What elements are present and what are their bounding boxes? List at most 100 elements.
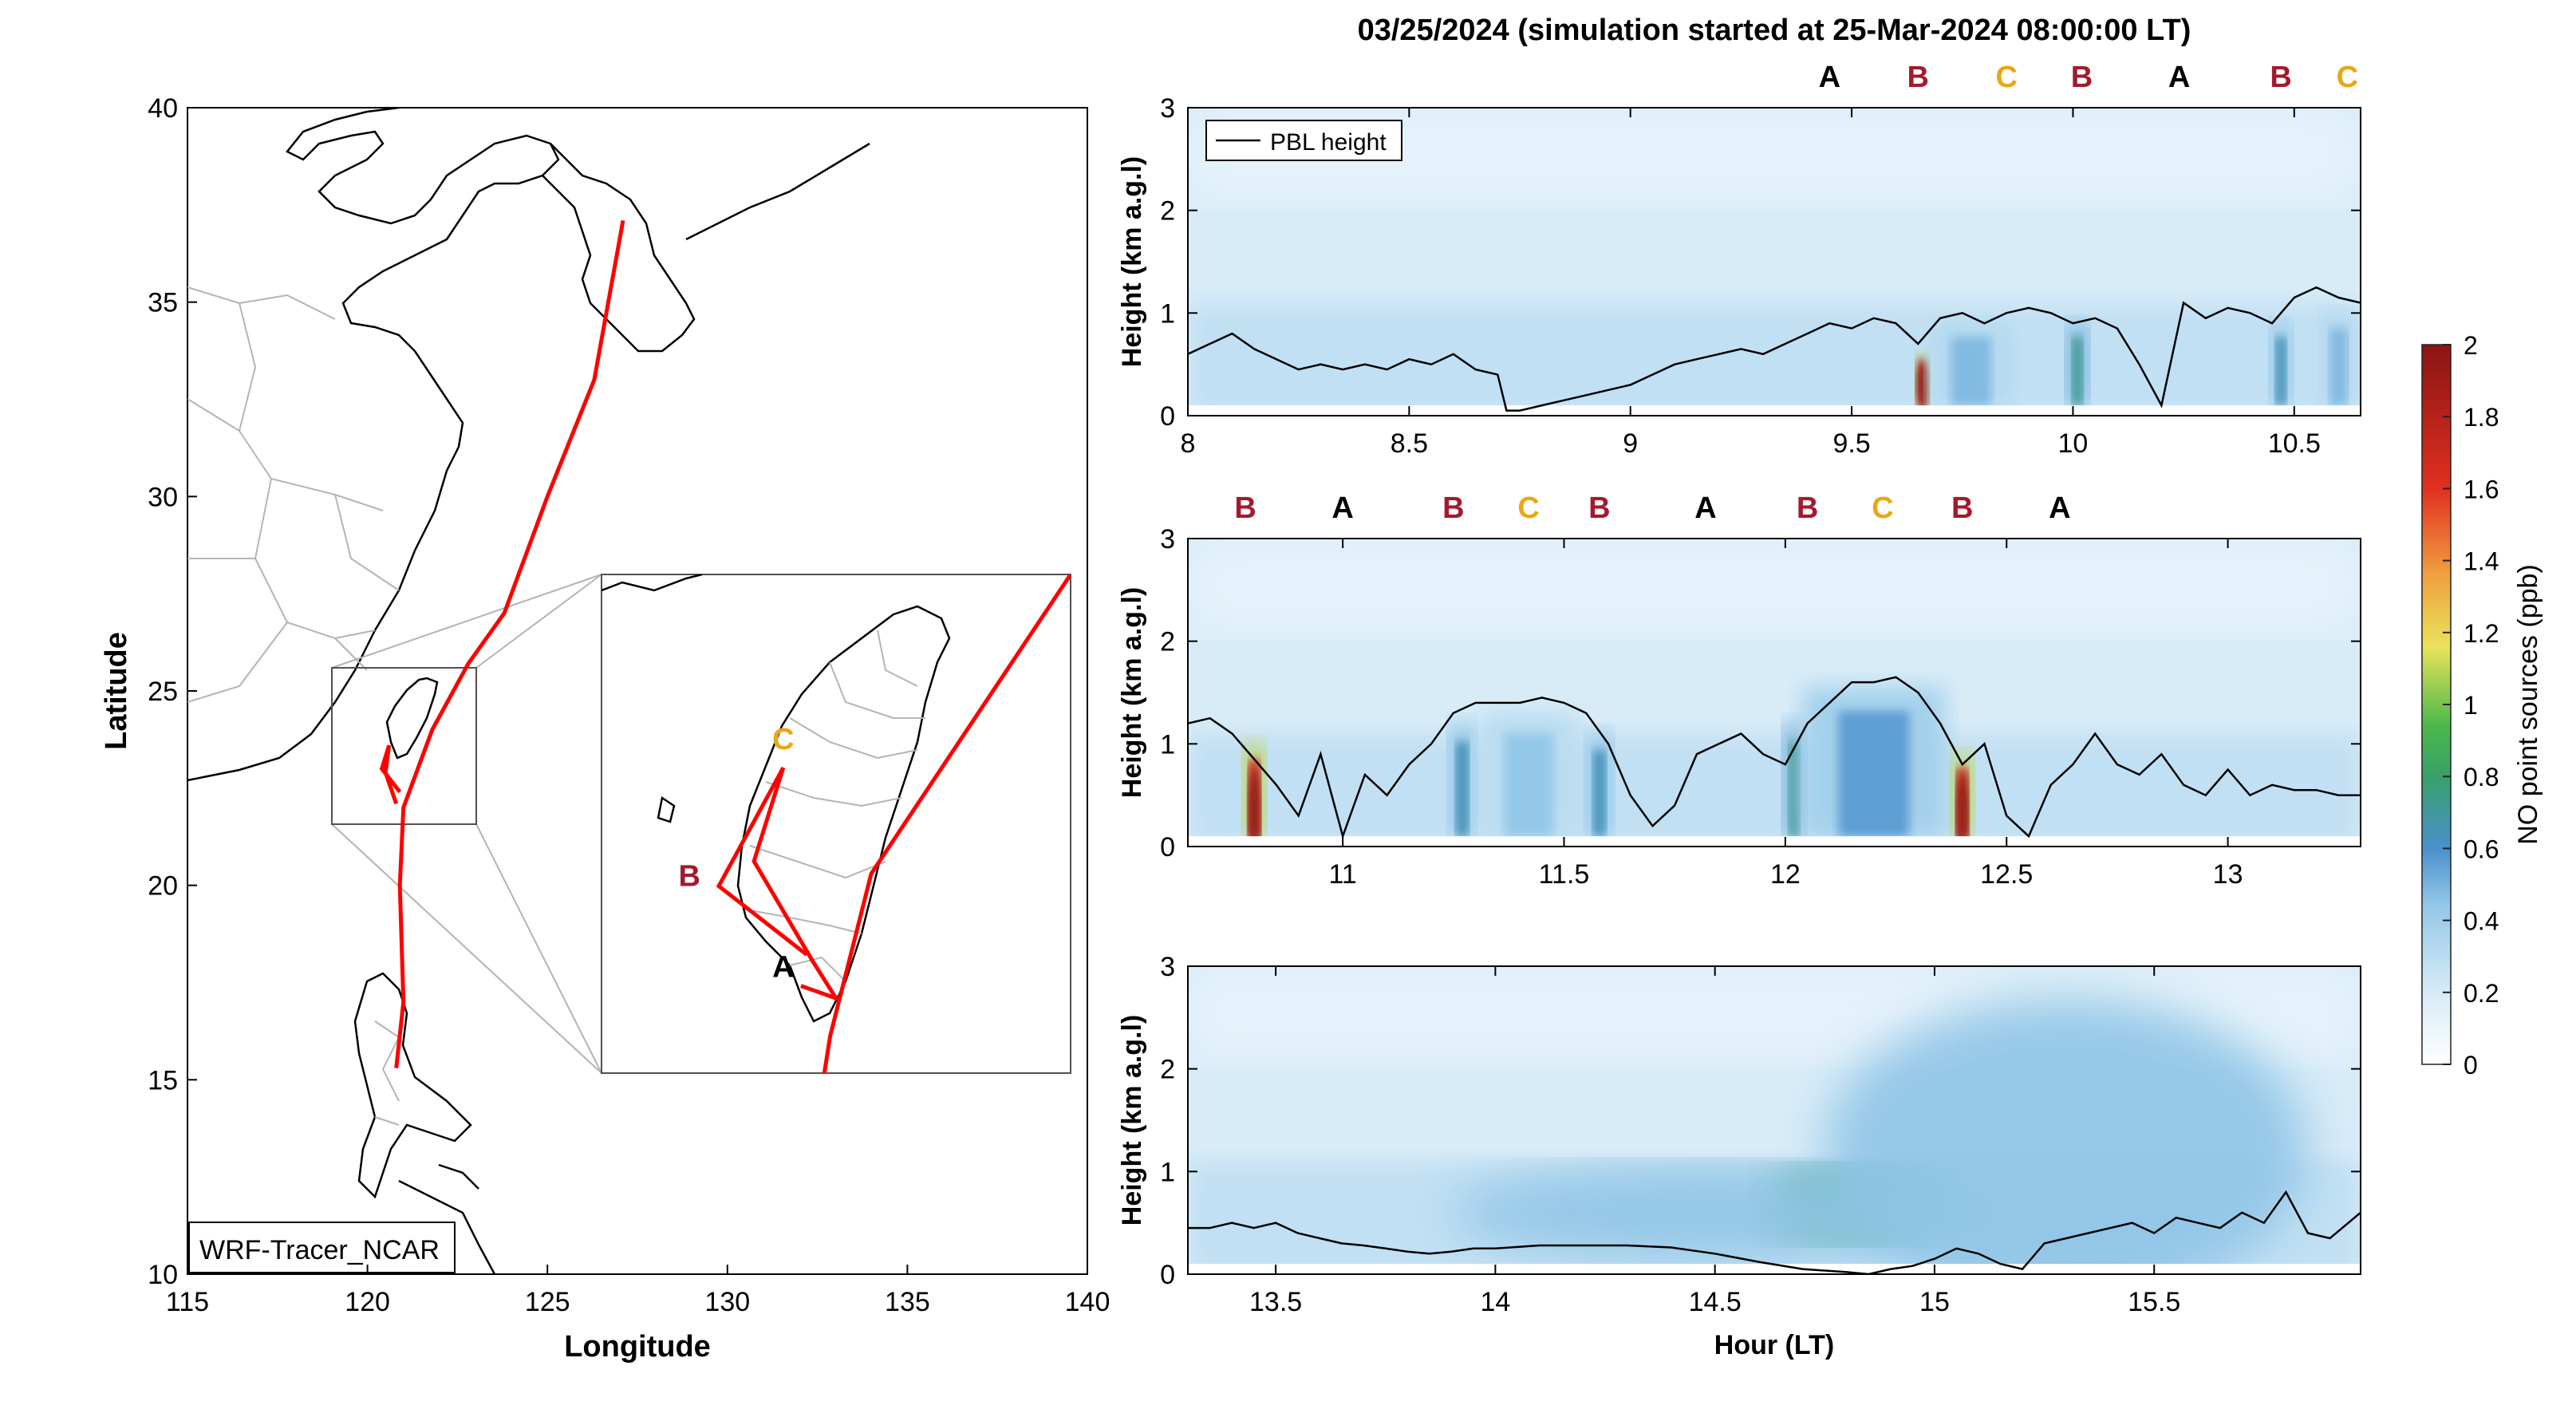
map-xtick-label: 125 <box>525 1287 570 1317</box>
site-label-A: A <box>1819 61 1840 94</box>
map-ytick-label: 40 <box>148 93 178 124</box>
site-label-A: A <box>1694 491 1716 525</box>
plume-peak <box>1248 764 1261 847</box>
colorbar-tick-label: 0.6 <box>2464 835 2499 863</box>
map-ytick-label: 10 <box>148 1260 178 1290</box>
ytick-label: 2 <box>1160 196 1175 227</box>
colorbar-tick-label: 1.2 <box>2464 619 2499 648</box>
site-label-C: C <box>1872 491 1893 525</box>
colorbar-tick-label: 1.8 <box>2464 403 2499 432</box>
ytick-label: 0 <box>1160 832 1175 862</box>
xtick-label: 8.5 <box>1391 428 1428 459</box>
xtick-label: 14.5 <box>1689 1287 1742 1317</box>
site-label-B: B <box>2270 61 2291 94</box>
legend-label: PBL height <box>1270 129 1387 156</box>
ground-strip <box>1188 836 2361 847</box>
plume-core <box>2275 337 2287 406</box>
colorbar-ticks: 0 0.2 0.4 0.6 0.8 1 1.2 1.4 1.6 1.8 2 <box>2443 331 2499 1079</box>
map-ytick-label: 25 <box>148 677 178 707</box>
colorbar-tick-label: 0.4 <box>2464 907 2499 936</box>
xtick-label: 12 <box>1770 859 1801 890</box>
colorbar: 0 0.2 0.4 0.6 0.8 1 1.2 1.4 1.6 1.8 2 NO point sou… <box>2421 331 2543 1079</box>
plume-core <box>1789 741 1800 837</box>
model-label-box <box>188 1222 456 1273</box>
map-xtick-label: 115 <box>166 1287 209 1317</box>
map-boundaries <box>187 286 400 1126</box>
site-label-B: B <box>1951 491 1973 525</box>
ytick-label: 0 <box>1160 401 1175 432</box>
inset-label-B: B <box>679 860 700 894</box>
plume-core <box>1455 741 1469 837</box>
colorbar-tick-label: 1.4 <box>2464 547 2499 576</box>
xtick-label: 13 <box>2213 859 2243 890</box>
plume-peak <box>1955 770 1969 847</box>
colorbar-tick-label: 0.2 <box>2464 979 2499 1008</box>
xtick-label: 11.5 <box>1539 859 1590 890</box>
site-label-A: A <box>2049 491 2070 525</box>
panel-middle-field <box>1188 539 2361 847</box>
track-main-line <box>394 219 625 1068</box>
site-label-B: B <box>1588 491 1610 525</box>
ytick-label: 2 <box>1160 1055 1175 1085</box>
ytick-label: 0 <box>1160 1260 1175 1290</box>
xtick-label: 10 <box>2058 428 2089 459</box>
inset-label-C: C <box>772 723 794 756</box>
ytick-label: 1 <box>1160 729 1175 760</box>
concentration-blob <box>1451 1166 1979 1259</box>
site-label-C: C <box>2337 61 2358 94</box>
site-label-B: B <box>2071 61 2093 94</box>
field-lower-tone <box>1188 302 2361 416</box>
track-taiwan-loop <box>379 744 402 805</box>
xtick-label: 15.5 <box>2128 1287 2180 1317</box>
colorbar-tick-label: 2 <box>2464 331 2478 360</box>
panel-xlabel: Hour (LT) <box>1714 1330 1834 1360</box>
pbl-height-line <box>1188 1190 2361 1274</box>
map-y-ticks: 10 15 20 25 30 35 40 <box>148 93 197 1290</box>
site-label-B: B <box>1797 491 1818 525</box>
inset-connectors <box>331 574 602 1074</box>
taiwan-coastline <box>385 677 439 760</box>
ytick-label: 2 <box>1160 627 1175 657</box>
japan-coastline <box>685 142 870 241</box>
map-ytick-label: 30 <box>148 482 178 512</box>
map-xtick-label: 140 <box>1065 1287 1110 1317</box>
panel-bottom: 13.5 14 14.5 15 15.5 0 1 2 3 Height (km a.g.l) Hou… <box>1117 952 2361 1360</box>
map-xtick-label: 130 <box>704 1287 750 1317</box>
site-label-B: B <box>1907 61 1929 94</box>
field-lower-tone <box>1188 733 2361 847</box>
panel-frame <box>1187 965 2361 1275</box>
inset-panel: A B C <box>601 574 1071 1074</box>
inset-mainland-edge <box>602 574 703 592</box>
xtick-label: 13.5 <box>1249 1287 1302 1317</box>
colorbar-label: NO point sources (ppb) <box>2513 564 2543 845</box>
ytick-label: 3 <box>1160 952 1175 982</box>
colorbar-tick-label: 1.6 <box>2464 475 2499 503</box>
inset-label-A: A <box>772 951 794 985</box>
map-xlabel: Longitude <box>564 1330 711 1364</box>
colorbar-tick-label: 0 <box>2464 1051 2478 1079</box>
site-label-A: A <box>1331 491 1353 525</box>
map-ylabel: Latitude <box>100 632 133 750</box>
panel-frame <box>1187 538 2361 847</box>
plume-core <box>1592 750 1607 837</box>
site-label-C: C <box>1517 491 1539 525</box>
plume-core <box>1838 711 1910 837</box>
ytick-label: 3 <box>1160 93 1175 124</box>
inset-track-line <box>716 574 1071 1073</box>
panel-ylabel: Height (km a.g.l) <box>1117 156 1147 367</box>
korea-coastline <box>542 143 696 353</box>
plume-core <box>2072 337 2083 406</box>
panel-frame <box>1187 107 2361 416</box>
panel-ylabel: Height (km a.g.l) <box>1117 587 1147 798</box>
pbl-height-line <box>1188 286 2361 412</box>
map-x-ticks: 115 120 125 130 135 140 <box>166 1265 1110 1317</box>
colorbar-tick-label: 1 <box>2464 691 2478 720</box>
map-ytick-label: 20 <box>148 871 178 902</box>
xtick-label: 9.5 <box>1832 428 1870 459</box>
xtick-label: 11 <box>1329 859 1357 890</box>
inset-penghu <box>657 795 676 823</box>
inset-county-boundaries <box>745 630 925 982</box>
map-xtick-label: 135 <box>885 1287 930 1317</box>
xtick-label: 9 <box>1623 428 1638 459</box>
